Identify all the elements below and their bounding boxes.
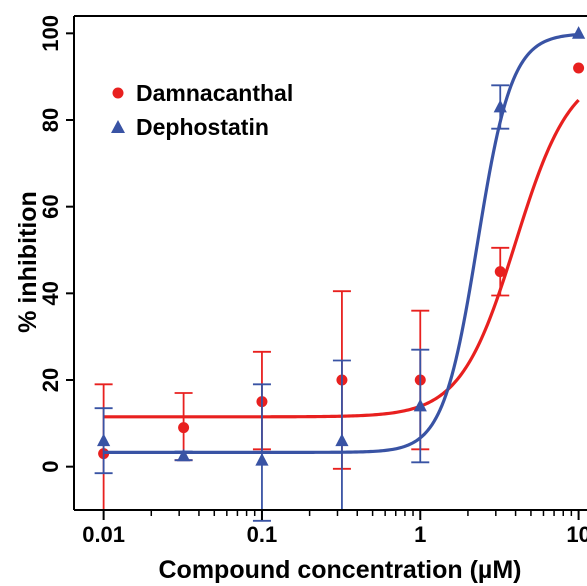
legend-label: Dephostatin — [136, 114, 269, 140]
legend-marker — [112, 87, 124, 99]
y-tick-label: 60 — [38, 194, 63, 218]
data-point — [493, 99, 507, 113]
x-tick-label: 0.1 — [247, 522, 278, 547]
y-tick-label: 0 — [38, 461, 63, 473]
x-tick-label: 0.01 — [82, 522, 125, 547]
y-tick-label: 100 — [38, 15, 63, 52]
y-axis-title: % inhibition — [14, 191, 42, 333]
data-point — [571, 26, 586, 39]
legend-label: Damnacanthal — [136, 80, 293, 106]
data-point — [335, 433, 349, 447]
y-tick-label: 20 — [38, 368, 63, 392]
data-point — [176, 448, 191, 462]
x-axis-title: Compound concentration (µM) — [159, 556, 522, 584]
y-tick-label: 80 — [38, 108, 63, 132]
x-tick-label: 1 — [414, 522, 426, 547]
data-point — [255, 452, 269, 466]
data-point — [97, 433, 111, 447]
legend: Damnacanthal Dephostatin — [111, 80, 293, 140]
data-point — [573, 62, 585, 74]
data-point — [413, 398, 427, 412]
y-tick-label: 40 — [38, 281, 63, 305]
axes: 0 20 40 60 80 100 0.01 0.1 1 10 — [38, 15, 587, 547]
data-point — [494, 266, 506, 278]
data-point — [178, 422, 190, 434]
x-tick-label: 10 — [566, 522, 587, 547]
plot-area — [94, 26, 586, 522]
legend-marker — [111, 120, 125, 133]
